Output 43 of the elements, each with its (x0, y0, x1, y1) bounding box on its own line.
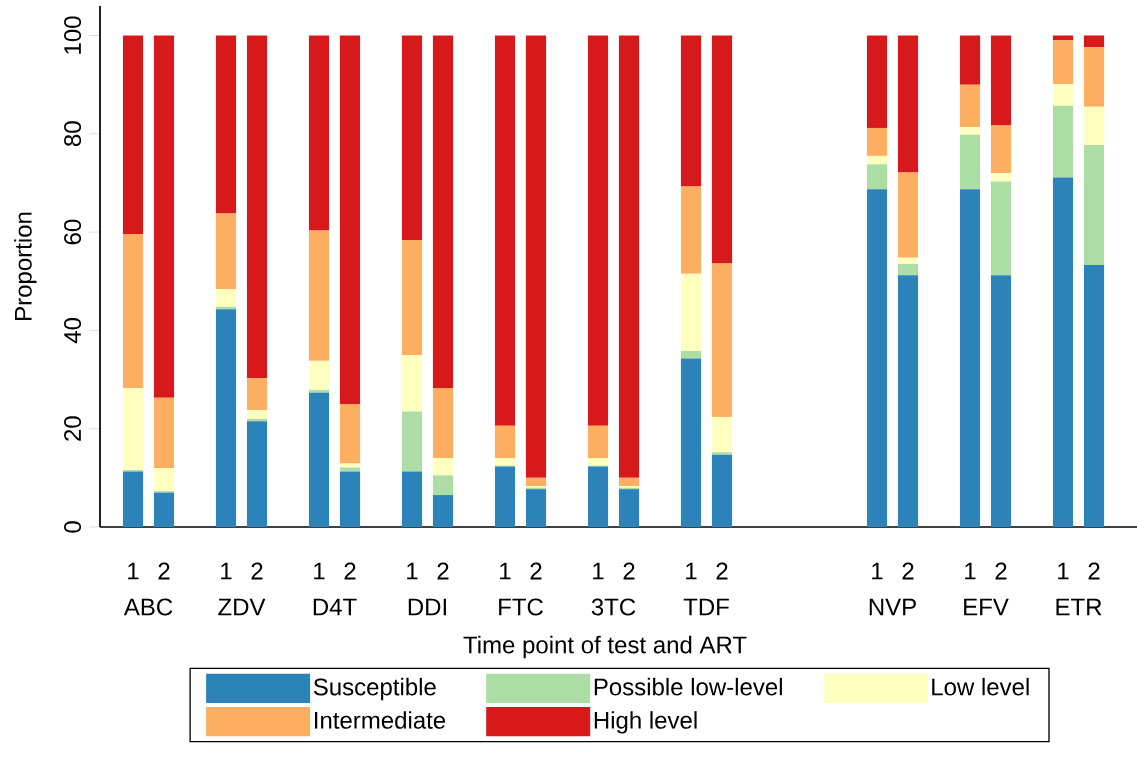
x-tick-label: 1 (500, 562, 511, 580)
x-tick-label: 2 (437, 562, 449, 580)
y-tick-label: 40 (64, 317, 82, 344)
x-tick-label: 2 (623, 562, 635, 580)
x-tick-label: 1 (965, 562, 976, 580)
x-tick-label: 1 (407, 562, 418, 580)
x-axis-title: Time point of test and ART (463, 635, 747, 659)
y-tick-label: 60 (64, 219, 82, 245)
text: FTC (499, 598, 543, 616)
y-axis-title: Proportion (14, 212, 37, 320)
x-tick-label: 1 (128, 562, 139, 580)
x-tick-label: 2 (530, 562, 542, 580)
y-tick-label: 20 (64, 416, 82, 441)
y-tick-label: 100 (64, 16, 82, 54)
x-tick-label: 2 (158, 562, 170, 580)
legend-label: Susceptible (313, 677, 436, 701)
x-tick-label: 2 (251, 562, 263, 580)
x-tick-label: 1 (686, 562, 697, 580)
legend-label: Possible low-level (594, 677, 782, 696)
x-tick-label: 1 (872, 562, 883, 580)
text: 3TC (591, 598, 636, 616)
x-tick-label: 2 (716, 562, 728, 580)
x-tick-label: 2 (344, 562, 356, 580)
text: TDF (683, 598, 729, 616)
x-tick-label: 1 (314, 562, 325, 580)
legend-label: High level (594, 711, 697, 734)
x-tick-label: 2 (1088, 562, 1100, 580)
text: DDI (408, 598, 446, 616)
x-tick-label: 1 (1058, 562, 1069, 580)
legend-label: Intermediate (314, 711, 446, 729)
legend-label: Low level (932, 677, 1029, 696)
text: EFV (964, 598, 1009, 616)
text: ABC (123, 598, 173, 616)
text: D4T (313, 598, 357, 616)
text: ZDV (218, 598, 266, 616)
x-tick-label: 2 (902, 562, 914, 580)
x-tick-label: 2 (995, 562, 1007, 580)
text: NVP (869, 598, 916, 616)
x-tick-label: 1 (221, 562, 232, 580)
text: ETR (1056, 598, 1102, 616)
x-tick-label: 1 (593, 562, 604, 580)
y-tick-label: 80 (64, 121, 82, 147)
y-tick-label: 0 (64, 521, 82, 533)
